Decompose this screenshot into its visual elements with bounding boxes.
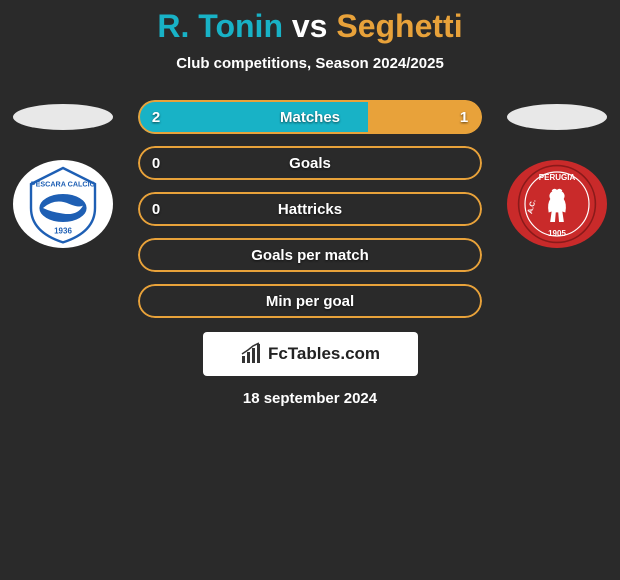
pescara-badge-icon: PESCARA CALCIO 1936 [23,164,103,244]
stat-value-right: 1 [460,109,468,126]
stat-bar: Goals per match [138,238,482,272]
svg-text:PERUGIA: PERUGIA [539,173,576,182]
date-text: 18 september 2024 [0,390,620,407]
left-column: PESCARA CALCIO 1936 [8,100,118,248]
stat-label: Goals [289,155,331,172]
brand-footer: FcTables.com [203,332,418,376]
brand-text: FcTables.com [268,344,380,364]
title-row: R. Tonin vs Seghetti [0,8,620,45]
stat-value-left: 2 [152,109,160,126]
club-left-badge: PESCARA CALCIO 1936 [13,160,113,248]
stat-bar: Min per goal [138,284,482,318]
perugia-badge-icon: PERUGIA A.C. 1905 [517,164,597,244]
stat-value-left: 0 [152,155,160,172]
vs-text: vs [292,8,328,44]
stats-column: 2 1 Matches 0 Goals 0 Hattricks Goals per match… [138,100,482,318]
player-left-name: R. Tonin [157,8,283,44]
svg-text:PESCARA CALCIO: PESCARA CALCIO [31,179,96,188]
subtitle: Club competitions, Season 2024/2025 [0,55,620,72]
stat-value-left: 0 [152,201,160,218]
svg-text:1905: 1905 [548,229,566,238]
stat-bar: 2 1 Matches [138,100,482,134]
stat-bar: 0 Goals [138,146,482,180]
stat-label: Min per goal [266,293,354,310]
player-left-photo-placeholder [13,104,113,130]
stat-bar: 0 Hattricks [138,192,482,226]
bar-chart-icon [240,342,264,366]
stat-label: Matches [280,109,340,126]
club-right-badge: PERUGIA A.C. 1905 [507,160,607,248]
stat-label: Hattricks [278,201,342,218]
stat-label: Goals per match [251,247,369,264]
player-right-name: Seghetti [336,8,462,44]
svg-text:1936: 1936 [54,227,72,236]
right-column: PERUGIA A.C. 1905 [502,100,612,248]
main-row: PESCARA CALCIO 1936 2 1 Matches 0 Goals 0 Hatt… [0,100,620,318]
comparison-card: R. Tonin vs Seghetti Club competitions, … [0,0,620,407]
player-right-photo-placeholder [507,104,607,130]
